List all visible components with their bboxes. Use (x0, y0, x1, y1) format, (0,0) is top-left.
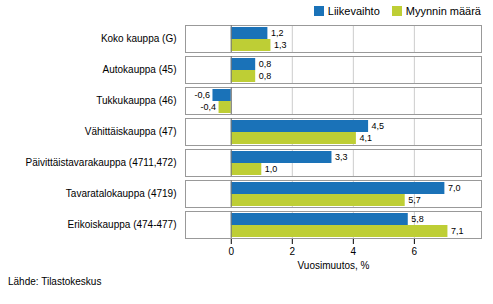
svg-text:Koko kauppa (G): Koko kauppa (G) (101, 33, 177, 44)
svg-text:Päivittäistavarakauppa (4711,4: Päivittäistavarakauppa (4711,472) (25, 157, 176, 168)
svg-text:6: 6 (412, 246, 418, 257)
svg-text:4,5: 4,5 (372, 121, 385, 131)
svg-text:Tukkukauppa (46): Tukkukauppa (46) (96, 95, 176, 106)
html-text:Myynnin määrä: Myynnin määrä (405, 5, 481, 17)
svg-text:1,2: 1,2 (271, 28, 284, 38)
svg-text:Autokauppa (45): Autokauppa (45) (103, 64, 177, 75)
svg-text:Vähittäiskauppa (47): Vähittäiskauppa (47) (85, 126, 177, 137)
svg-text:5,8: 5,8 (411, 214, 424, 224)
svg-text:Vuosimuutos, %: Vuosimuutos, % (298, 260, 370, 271)
svg-text:7,1: 7,1 (451, 226, 464, 236)
svg-text:-0,4: -0,4 (201, 102, 217, 112)
svg-text:5,7: 5,7 (408, 195, 421, 205)
html-text:Liikevaihto: Liikevaihto (327, 5, 380, 17)
svg-text:-0,6: -0,6 (194, 90, 210, 100)
svg-text:Erikoiskauppa (474-477): Erikoiskauppa (474-477) (68, 219, 177, 230)
svg-text:1,3: 1,3 (274, 40, 287, 50)
svg-text:0: 0 (228, 246, 234, 257)
svg-text:4: 4 (351, 246, 357, 257)
svg-text:4,1: 4,1 (359, 133, 372, 143)
svg-text:3,3: 3,3 (335, 152, 348, 162)
svg-text:0,8: 0,8 (259, 71, 272, 81)
svg-text:0,8: 0,8 (259, 59, 272, 69)
svg-text:2: 2 (290, 246, 296, 257)
html-text:Lähde: Tilastokeskus: Lähde: Tilastokeskus (8, 276, 102, 287)
svg-text:1,0: 1,0 (265, 164, 278, 174)
svg-text:Tavaratalokauppa (4719): Tavaratalokauppa (4719) (66, 188, 177, 199)
svg-text:7,0: 7,0 (448, 183, 461, 193)
